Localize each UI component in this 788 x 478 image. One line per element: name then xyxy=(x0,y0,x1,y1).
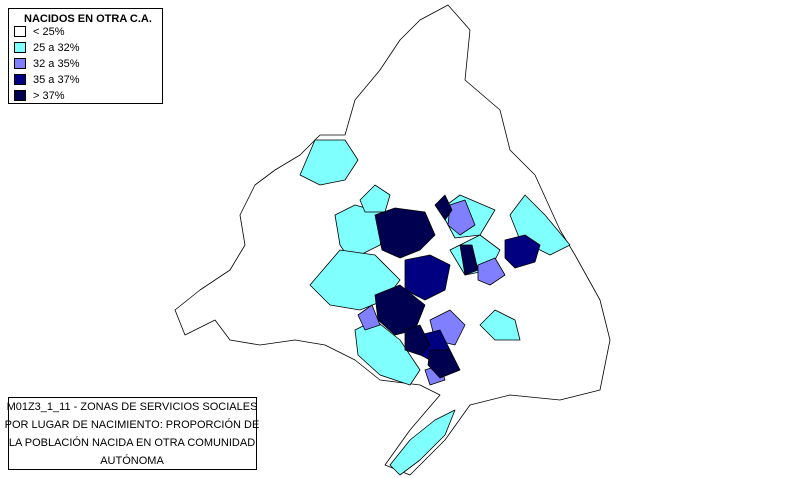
region xyxy=(479,309,521,341)
caption-line: AUTÓNOMA xyxy=(100,454,164,467)
caption-box xyxy=(8,397,257,470)
region xyxy=(434,194,453,221)
region xyxy=(357,304,381,331)
region xyxy=(359,184,391,213)
legend-box xyxy=(8,8,163,104)
region xyxy=(447,199,476,236)
legend-swatch xyxy=(14,26,26,37)
caption-line: POR LUGAR DE NACIMIENTO: PROPORCIÓN DE xyxy=(5,418,260,431)
region xyxy=(504,234,541,269)
region xyxy=(389,409,456,476)
legend-title: NACIDOS EN OTRA C.A. xyxy=(24,13,152,25)
legend-label: 25 a 32% xyxy=(33,42,80,54)
caption-line: LA POBLACIÓN NACIDA EN OTRA COMUNIDAD xyxy=(9,436,255,449)
region xyxy=(299,139,359,186)
legend: NACIDOS EN OTRA C.A. < 25% 25 a 32% 32 a 3… xyxy=(8,8,163,104)
legend-label: 35 a 37% xyxy=(33,74,80,86)
legend-label: 32 a 35% xyxy=(33,58,80,70)
region xyxy=(459,244,479,276)
region xyxy=(374,207,436,259)
legend-swatch xyxy=(14,74,26,85)
legend-label: < 25% xyxy=(33,26,65,38)
region xyxy=(404,324,431,356)
legend-swatch xyxy=(14,90,26,101)
legend-label: > 37% xyxy=(33,90,65,102)
legend-swatch xyxy=(14,58,26,69)
legend-swatch xyxy=(14,42,26,53)
region xyxy=(427,349,461,379)
caption: M01Z3_1_11 - ZONAS DE SERVICIOS SOCIALES… xyxy=(5,397,260,470)
map-regions xyxy=(174,4,611,476)
caption-line: M01Z3_1_11 - ZONAS DE SERVICIOS SOCIALES xyxy=(7,401,258,413)
region xyxy=(477,257,506,286)
